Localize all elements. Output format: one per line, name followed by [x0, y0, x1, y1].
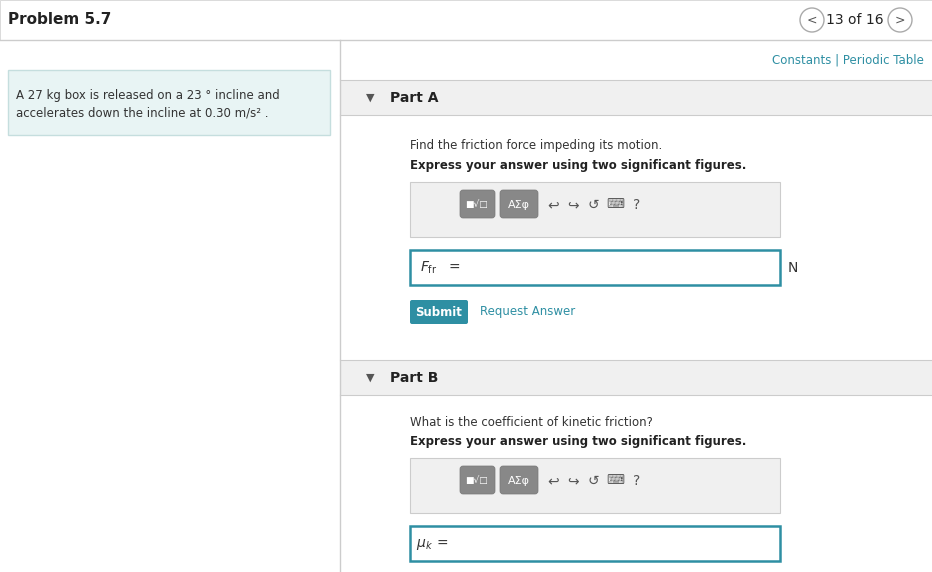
Text: ?: ?	[634, 198, 640, 212]
Text: ↩: ↩	[547, 474, 559, 488]
FancyBboxPatch shape	[0, 40, 340, 572]
FancyBboxPatch shape	[0, 0, 932, 40]
Text: ↺: ↺	[587, 198, 599, 212]
Text: ?: ?	[634, 474, 640, 488]
FancyBboxPatch shape	[410, 250, 780, 285]
Text: $F_\mathrm{fr}$: $F_\mathrm{fr}$	[420, 260, 437, 276]
Text: $\mu_k$: $\mu_k$	[416, 537, 433, 551]
FancyBboxPatch shape	[410, 526, 780, 561]
Text: What is the coefficient of kinetic friction?: What is the coefficient of kinetic frict…	[410, 415, 653, 428]
Text: ▼: ▼	[365, 373, 375, 383]
Text: ↺: ↺	[587, 474, 599, 488]
Text: ΑΣφ: ΑΣφ	[508, 200, 530, 210]
Text: ▼: ▼	[365, 93, 375, 103]
Text: Express your answer using two significant figures.: Express your answer using two significan…	[410, 158, 747, 172]
Text: <: <	[807, 14, 817, 26]
Text: ⌨: ⌨	[606, 198, 624, 212]
Text: ↪: ↪	[568, 198, 579, 212]
Text: N: N	[788, 261, 799, 275]
Text: ↩: ↩	[547, 198, 559, 212]
Circle shape	[888, 8, 912, 32]
Text: Submit: Submit	[416, 305, 462, 319]
Text: Problem 5.7: Problem 5.7	[8, 13, 112, 27]
FancyBboxPatch shape	[410, 300, 468, 324]
FancyBboxPatch shape	[340, 40, 932, 572]
Text: accelerates down the incline at 0.30 m/s² .: accelerates down the incline at 0.30 m/s…	[16, 106, 268, 120]
FancyBboxPatch shape	[410, 182, 780, 237]
Text: Part A: Part A	[390, 91, 438, 105]
FancyBboxPatch shape	[340, 360, 932, 395]
FancyBboxPatch shape	[460, 466, 495, 494]
Text: >: >	[895, 14, 905, 26]
FancyBboxPatch shape	[500, 466, 538, 494]
Text: =: =	[448, 261, 459, 275]
FancyBboxPatch shape	[460, 190, 495, 218]
FancyBboxPatch shape	[340, 115, 932, 365]
FancyBboxPatch shape	[8, 70, 330, 135]
Text: ■√□: ■√□	[466, 476, 488, 486]
Text: ΑΣφ: ΑΣφ	[508, 476, 530, 486]
Text: Request Answer: Request Answer	[480, 305, 575, 319]
Text: Constants | Periodic Table: Constants | Periodic Table	[772, 54, 924, 66]
Text: Express your answer using two significant figures.: Express your answer using two significan…	[410, 435, 747, 447]
Text: ⌨: ⌨	[606, 475, 624, 487]
Text: Find the friction force impeding its motion.: Find the friction force impeding its mot…	[410, 138, 663, 152]
Text: Part B: Part B	[390, 371, 438, 385]
Text: ↪: ↪	[568, 474, 579, 488]
Text: 13 of 16: 13 of 16	[826, 13, 884, 27]
FancyBboxPatch shape	[500, 190, 538, 218]
FancyBboxPatch shape	[340, 395, 932, 572]
FancyBboxPatch shape	[410, 458, 780, 513]
FancyBboxPatch shape	[340, 80, 932, 115]
Text: =: =	[437, 537, 448, 551]
Circle shape	[800, 8, 824, 32]
Text: A 27 kg box is released on a 23 ° incline and: A 27 kg box is released on a 23 ° inclin…	[16, 89, 280, 101]
Text: ■√□: ■√□	[466, 201, 488, 209]
